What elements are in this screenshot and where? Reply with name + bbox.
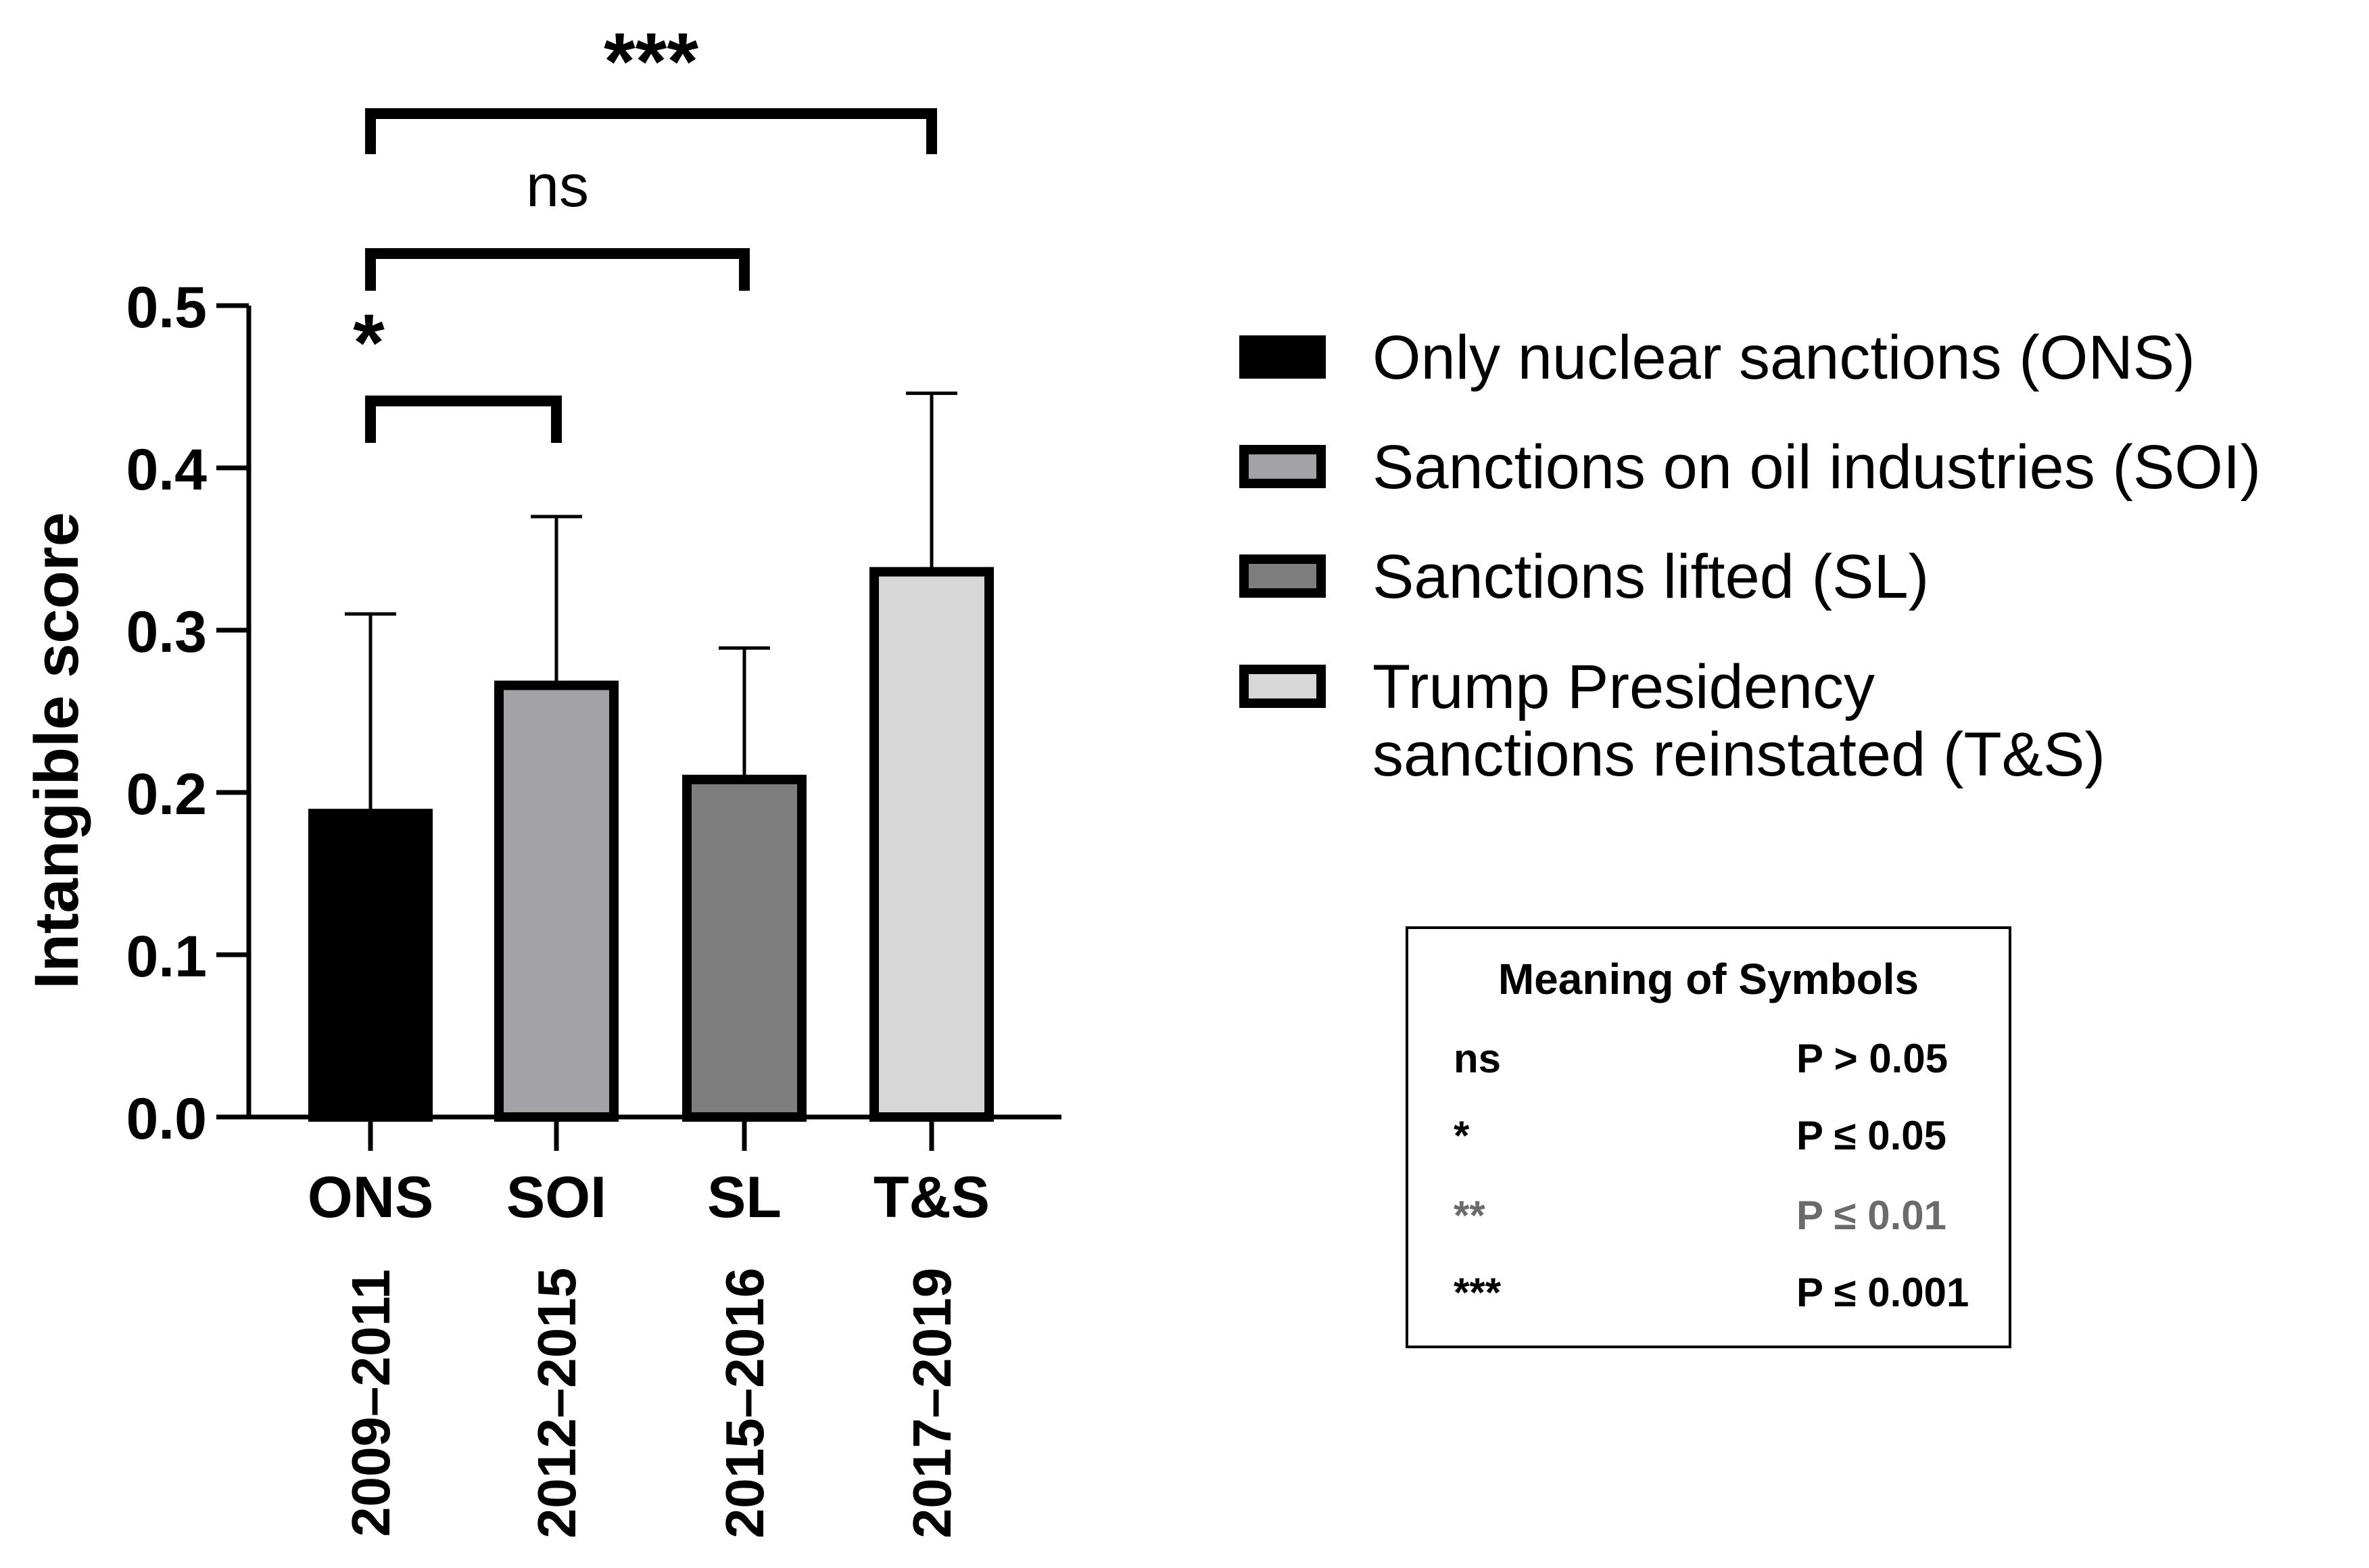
legend-swatch [1239, 335, 1326, 379]
y-tick-label: 0.3 [126, 600, 207, 665]
x-tick-label: T&S [874, 1165, 990, 1230]
y-tick-label: 0.4 [126, 437, 207, 502]
symbol-meaning: P > 0.05 [1796, 1036, 1948, 1081]
bar-tands [869, 567, 994, 1122]
x-tick-label: ONS [308, 1165, 433, 1230]
legend-label-continued: sanctions reinstated (T&S) [1372, 720, 2105, 789]
x-year-label: 2017–2019 [902, 1268, 962, 1538]
symbol-meaning: P ≤ 0.01 [1796, 1193, 1946, 1238]
y-tick-label: 0.1 [126, 924, 207, 989]
symbol-meaning: P ≤ 0.001 [1796, 1270, 1969, 1315]
symbols-box-title: Meaning of Symbols [1498, 955, 1919, 1003]
x-year-label: 2015–2016 [715, 1268, 775, 1538]
legend-label: Sanctions on oil industries (SOI) [1372, 433, 2261, 502]
bar-sl [682, 774, 807, 1122]
significance-bracket [365, 396, 562, 443]
bar-ons [308, 809, 433, 1122]
y-tick-label: 0.2 [126, 762, 207, 827]
plot-area: 0.0 0.1 0.2 0.3 0.4 0.5 ONS 2009–2011 SOI 2012–20… [126, 16, 1061, 1538]
symbols-box-frame [1406, 926, 2011, 1348]
symbol-code: ns [1454, 1036, 1501, 1081]
legend: Only nuclear sanctions (ONS) Sanctions on… [1239, 323, 2261, 789]
legend-label: Only nuclear sanctions (ONS) [1372, 323, 2195, 392]
symbol-code: ** [1454, 1193, 1485, 1238]
legend-swatch [1239, 554, 1326, 598]
y-tick-label: 0.5 [126, 275, 207, 340]
symbols-box: Meaning of Symbols ns P > 0.05 * P ≤ 0.05 ** P… [1406, 926, 2011, 1348]
legend-label: Trump Presidency [1372, 652, 1875, 721]
significance-label: *** [604, 16, 698, 107]
significance-label: * [353, 298, 385, 388]
symbol-code: * [1454, 1113, 1470, 1158]
legend-swatch [1239, 445, 1326, 488]
symbol-meaning: P ≤ 0.05 [1796, 1113, 1946, 1158]
x-year-label: 2012–2015 [527, 1268, 587, 1538]
bar-soi [494, 680, 619, 1122]
significance-bracket [365, 108, 937, 154]
significance-bracket [365, 248, 750, 291]
y-axis-label: Intangible score [22, 512, 91, 989]
legend-swatch [1239, 665, 1326, 708]
x-tick-label: SOI [506, 1165, 606, 1230]
y-tick-label: 0.0 [126, 1087, 207, 1151]
x-year-label: 2009–2011 [341, 1269, 401, 1537]
legend-label: Sanctions lifted (SL) [1372, 542, 1929, 611]
symbol-code: *** [1454, 1270, 1502, 1315]
significance-label: ns [526, 152, 589, 219]
x-tick-label: SL [707, 1165, 782, 1230]
